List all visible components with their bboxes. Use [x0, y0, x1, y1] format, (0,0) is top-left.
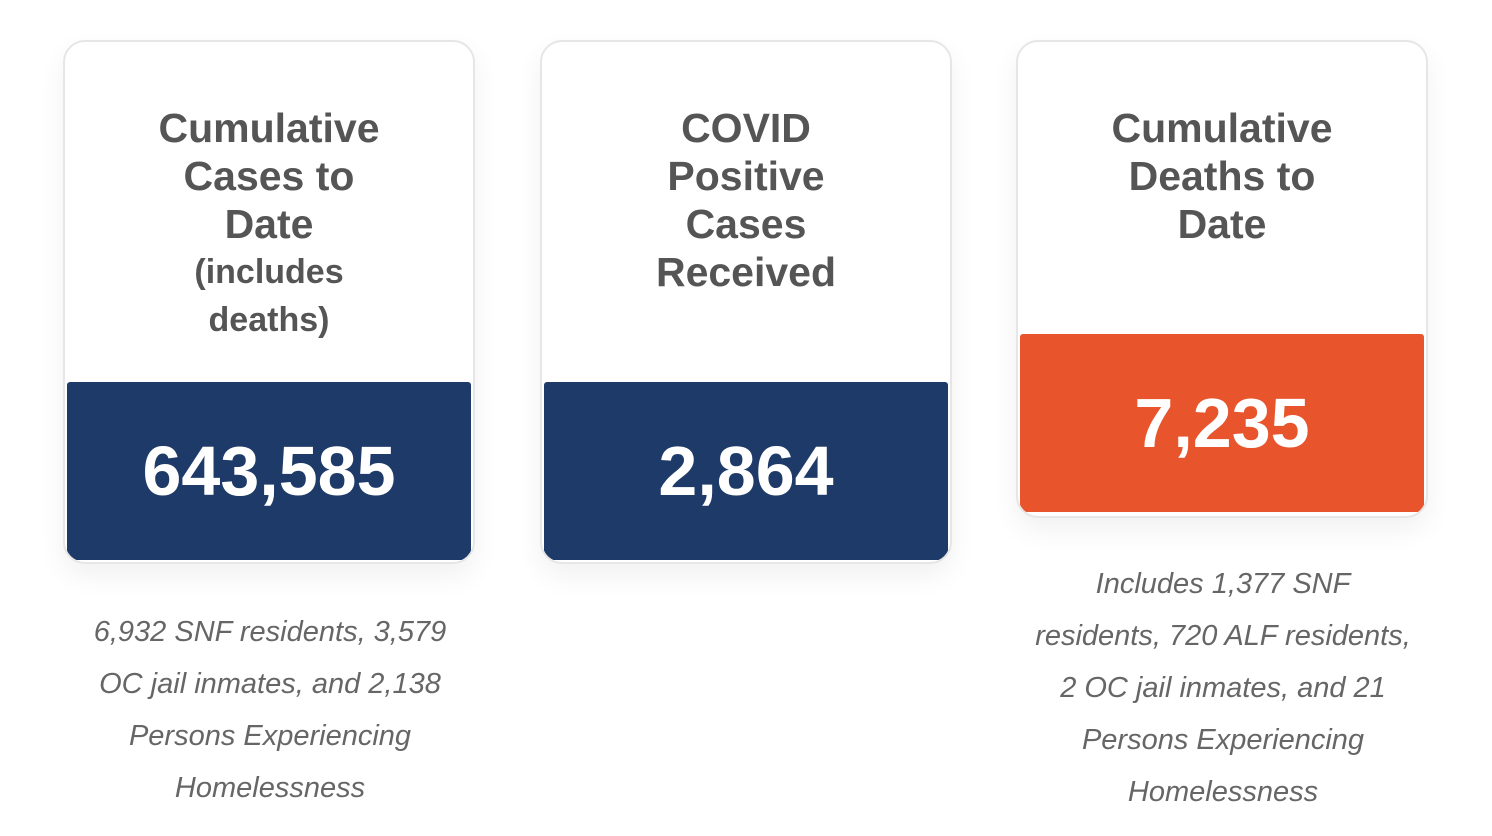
cumulative-deaths-note: Includes 1,377 SNF residents, 720 ALF re… — [1008, 558, 1438, 818]
cumulative-deaths-value: 7,235 — [1020, 334, 1424, 512]
title-line: Cumulative — [158, 105, 380, 151]
subtitle-line: deaths) — [208, 301, 330, 339]
note-line: Persons Experiencing — [1081, 724, 1365, 756]
title-line: COVID — [681, 105, 811, 151]
subtitle-line: (includes — [194, 253, 344, 291]
note-line: Homelessness — [1127, 776, 1319, 808]
covid-positive-cases-value: 2,864 — [544, 382, 948, 560]
note-line: residents, 720 ALF residents, — [1035, 620, 1411, 652]
title-line: Date — [1177, 201, 1267, 247]
title-line: Deaths to — [1128, 153, 1316, 199]
note-line: 2 OC jail inmates, and 21 — [1060, 672, 1386, 704]
cumulative-deaths-card: Cumulative Deaths to Date 7,235 — [1016, 40, 1428, 518]
title-line: Date — [224, 201, 314, 247]
note-line: OC jail inmates, and 2,138 — [99, 668, 441, 700]
cumulative-cases-note: 6,932 SNF residents, 3,579 OC jail inmat… — [55, 606, 485, 814]
title-line: Received — [655, 249, 837, 295]
covid-positive-cases-title: COVID Positive Cases Received — [542, 104, 950, 296]
cumulative-deaths-title: Cumulative Deaths to Date — [1018, 104, 1426, 248]
cumulative-cases-value: 643,585 — [67, 382, 471, 560]
note-line: Includes 1,377 SNF — [1095, 568, 1351, 600]
title-line: Cases to — [183, 153, 355, 199]
title-line: Cases — [685, 201, 807, 247]
covid-positive-cases-card: COVID Positive Cases Received 2,864 — [540, 40, 952, 564]
cumulative-cases-card: Cumulative Cases to Date (includes death… — [63, 40, 475, 564]
note-line: Homelessness — [174, 772, 366, 804]
title-line: Cumulative — [1111, 105, 1333, 151]
cumulative-cases-title: Cumulative Cases to Date (includes death… — [65, 104, 473, 344]
title-line: Positive — [667, 153, 825, 199]
note-line: Persons Experiencing — [128, 720, 412, 752]
note-line: 6,932 SNF residents, 3,579 — [93, 616, 447, 648]
